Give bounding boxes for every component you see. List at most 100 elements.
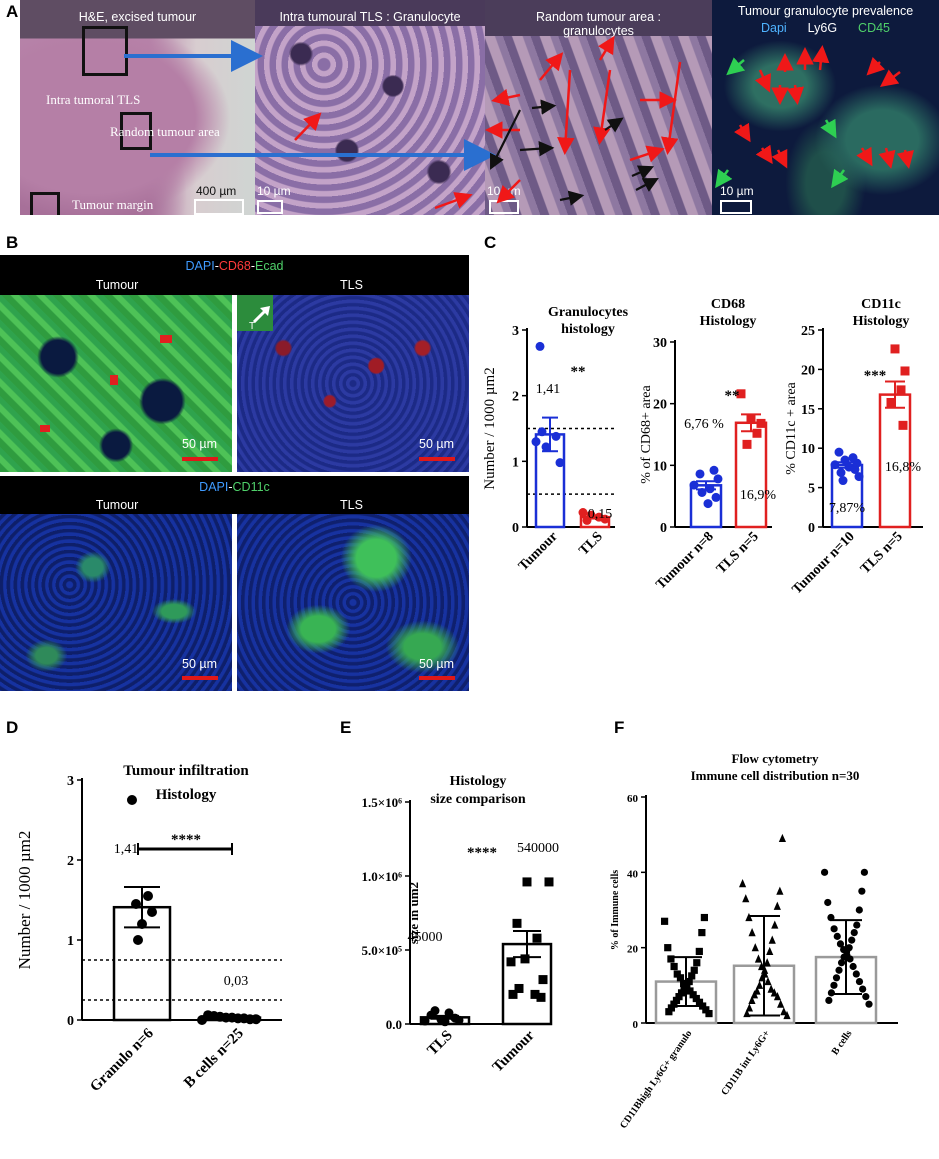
data-point (898, 420, 908, 430)
col-tls-bottom: TLS (340, 498, 363, 512)
t-arrow (252, 306, 270, 324)
bar-value-label: 16,8% (885, 460, 922, 475)
data-point (695, 998, 704, 1006)
cd68-ecad-header: DAPI-CD68-Ecad Tumour TLS (0, 255, 469, 295)
bar-value-label: 6,76 % (684, 417, 724, 432)
data-point (752, 428, 762, 438)
b-scale-bar-3 (182, 676, 218, 680)
data-point (838, 476, 848, 486)
b-scale-label-1: 50 µm (182, 437, 217, 451)
he-label-margin: Tumour margin (72, 197, 154, 212)
chart-cd68-histology: CD68 Histology 0 10 20 30 % of CD68+ area 6,76 … (640, 297, 776, 593)
stain-dapi-b1: DAPI (185, 259, 215, 273)
data-point (820, 868, 829, 876)
bar (734, 421, 768, 529)
data-point (756, 418, 766, 428)
y-tick-label: 0.0 (386, 1017, 402, 1032)
data-point (530, 989, 540, 999)
data-point (420, 1016, 430, 1026)
panel-a-title-3a: Random tumour area : (535, 10, 662, 24)
bar-value-label: 45000 (408, 930, 443, 945)
data-point (830, 925, 838, 933)
category-label: TLS (424, 1028, 455, 1059)
y-tick-label: 0 (633, 1019, 639, 1031)
chart-title: CD68 (711, 297, 745, 312)
data-point (535, 341, 545, 351)
data-point (825, 996, 833, 1004)
data-point (748, 995, 756, 1004)
y-tick-label: 1 (67, 934, 74, 949)
data-point (824, 898, 832, 907)
data-point (670, 962, 678, 971)
data-point (832, 974, 841, 982)
y-axis-label: % of CD68+ area (640, 384, 654, 483)
tls-granulocyte-image: Intra tumoural TLS : Granulocyte 10 µm (255, 0, 485, 215)
col-tls-top: TLS (340, 278, 363, 292)
he-label-random: Random tumour area (110, 124, 220, 139)
bar-value-label: 0,15 (588, 507, 613, 522)
chart-granulocytes-histology: Granulocytes histology 0 1 2 3 Number / 1000 µ… (482, 305, 629, 574)
t-mark: T (249, 321, 256, 332)
data-point (685, 977, 693, 986)
y-axis-label: Number / 1000 µm2 (482, 367, 498, 489)
bar-value-label: 7,87% (829, 501, 866, 516)
significance-marker: **** (467, 845, 497, 861)
data-point (865, 1000, 873, 1008)
data-point (778, 833, 786, 843)
data-point (703, 499, 713, 509)
panel-a-title-1: H&E, excised tumour (78, 10, 197, 24)
data-point (600, 514, 610, 524)
y-tick-label: 0 (67, 1014, 74, 1029)
data-point (520, 954, 530, 964)
bar-value-label: 0,03 (224, 974, 249, 989)
data-point (541, 442, 551, 452)
data-point (886, 397, 896, 407)
data-point (854, 472, 864, 482)
stain-ly6g: Ly6G (807, 21, 838, 35)
chart-title: Granulocytes (548, 305, 629, 320)
data-point (532, 933, 542, 943)
data-point (251, 1014, 261, 1025)
data-point (147, 907, 157, 917)
data-point (522, 877, 532, 887)
data-point (555, 458, 565, 468)
data-point (764, 976, 772, 986)
data-point (900, 366, 910, 376)
data-point (506, 957, 516, 967)
y-tick-label: 1.5×10⁶ (361, 795, 402, 810)
data-point (751, 943, 759, 952)
y-tick-label: 0 (660, 521, 667, 536)
y-tick-label: 20 (801, 363, 815, 378)
data-point (745, 912, 753, 922)
data-point (855, 906, 863, 914)
data-point (748, 928, 756, 937)
y-tick-label: 0 (512, 521, 519, 536)
panel-a-title-4: Tumour granulocyte prevalence (737, 4, 914, 18)
data-point (830, 981, 838, 989)
data-point (890, 344, 900, 354)
y-tick-label: 40 (627, 868, 639, 880)
data-point (836, 468, 846, 478)
cd11c-header: DAPI-CD11c Tumour TLS (0, 476, 469, 514)
bar-value-label: 1,41 (536, 382, 561, 397)
data-point (143, 891, 153, 901)
data-point (742, 439, 752, 449)
data-point (695, 947, 703, 956)
y-tick-label: 60 (627, 793, 639, 805)
cd11c-tls-image: 50 µm (237, 514, 469, 691)
panel-a-arrows (124, 35, 914, 210)
chart-title: CD11c (861, 297, 901, 312)
panel-label-c: C (484, 233, 497, 252)
chart-flow-cytometry: Flow cytometry Immune cell distribution n… (610, 751, 898, 1131)
y-tick-label: 1.0×10⁶ (361, 869, 402, 884)
bar-value-label: 1,41 (114, 842, 139, 857)
data-point (896, 385, 906, 395)
significance-marker: ** (725, 388, 740, 404)
data-point (667, 955, 675, 963)
data-point (827, 989, 836, 997)
data-point (677, 989, 686, 997)
data-point (750, 990, 759, 999)
bar-value-label: 540000 (517, 841, 559, 856)
data-point (736, 389, 746, 399)
data-point (551, 431, 561, 441)
